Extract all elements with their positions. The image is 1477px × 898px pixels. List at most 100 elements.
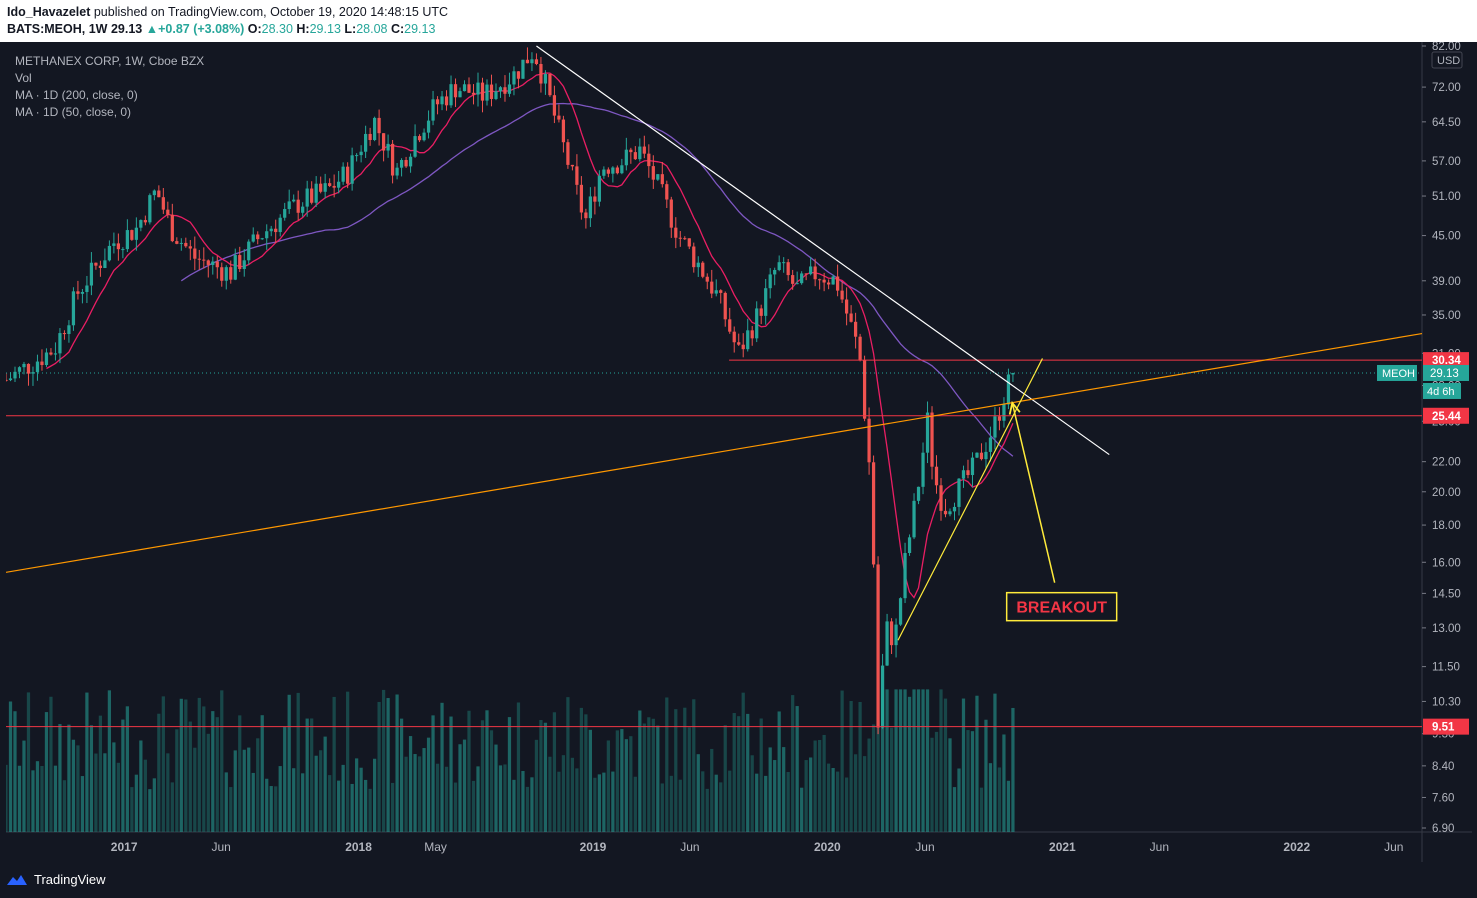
- volume-bar: [76, 745, 80, 832]
- candle-body: [332, 185, 336, 188]
- volume-bar: [485, 710, 489, 832]
- candle-body: [737, 342, 741, 345]
- volume-bar: [543, 722, 548, 832]
- volume-bar: [274, 786, 278, 832]
- candle-body: [422, 132, 426, 141]
- candle-body: [876, 564, 880, 728]
- author-name[interactable]: Ido_Havazelet: [7, 5, 91, 19]
- candle-body: [984, 451, 988, 460]
- candle-body: [188, 246, 192, 249]
- volume-bar: [827, 763, 831, 832]
- candle-body: [215, 261, 219, 268]
- volume-bar: [777, 711, 781, 832]
- volume-bar: [665, 697, 669, 832]
- candle-body: [161, 197, 165, 210]
- candle-body: [471, 92, 476, 95]
- candle-body: [530, 59, 534, 64]
- candle-body: [764, 288, 768, 316]
- candle-body: [359, 151, 363, 156]
- candle-body: [413, 136, 417, 157]
- candle-body: [831, 276, 835, 285]
- volume-bar: [364, 779, 368, 832]
- price-tick-label: 7.60: [1432, 792, 1454, 804]
- candle-body: [211, 261, 215, 265]
- ohlc-line: BATS:MEOH, 1W 29.13 ▲+0.87 (+3.08%) O:28…: [7, 22, 435, 36]
- candle-body: [197, 258, 201, 260]
- volume-bar: [836, 771, 840, 832]
- candle-body: [444, 96, 449, 106]
- candle-body: [993, 416, 997, 438]
- candle-body: [287, 201, 291, 210]
- volume-bar: [381, 689, 386, 832]
- price-tick-label: 10.30: [1432, 696, 1461, 708]
- volume-bar: [548, 756, 552, 832]
- volume-bar: [669, 775, 673, 832]
- legend-title: METHANEX CORP, 1W, Cboe BZX: [15, 54, 205, 68]
- volume-bar: [350, 783, 354, 832]
- candle-body: [525, 59, 530, 64]
- candle-body: [26, 363, 31, 374]
- volume-bar: [611, 771, 615, 832]
- candle-body: [265, 231, 269, 239]
- volume-bar: [988, 763, 993, 832]
- candle-body: [17, 367, 22, 372]
- volume-bar: [728, 770, 732, 832]
- candle-body: [476, 82, 480, 95]
- price-tick-label: 39.00: [1432, 276, 1461, 288]
- volume-bar: [656, 725, 660, 832]
- volume-bar: [112, 742, 116, 832]
- volume-bar: [386, 698, 390, 832]
- candle-body: [786, 262, 790, 276]
- price-tick-label: 6.90: [1432, 823, 1454, 835]
- candle-body: [247, 241, 251, 261]
- footer-brand[interactable]: TradingView: [34, 872, 106, 887]
- volume-bar: [934, 731, 939, 832]
- candle-body: [822, 279, 826, 283]
- published-text: published on TradingView.com, October 19…: [93, 5, 449, 19]
- candle-body: [193, 248, 197, 259]
- volume-bar: [13, 711, 17, 832]
- breakout-label: BREAKOUT: [1016, 600, 1107, 617]
- volume-bar: [885, 689, 889, 832]
- candle-body: [175, 241, 179, 244]
- volume-bar: [94, 753, 98, 832]
- candle-body: [988, 437, 993, 452]
- volume-bar: [229, 787, 233, 832]
- volume-bar: [251, 772, 255, 832]
- candle-body: [741, 344, 745, 350]
- volume-bar: [683, 707, 687, 832]
- volume-bar: [476, 766, 480, 832]
- candle-body: [624, 149, 628, 166]
- candle-body: [782, 262, 786, 264]
- volume-bar: [719, 782, 723, 832]
- price-tick-label: 51.00: [1432, 191, 1461, 203]
- volume-bar: [746, 713, 750, 832]
- volume-bar: [853, 754, 858, 832]
- volume-bar: [674, 709, 678, 832]
- last-price-label: 29.13: [1430, 368, 1459, 380]
- chart-frame[interactable]: 6.90 7.60 8.40 9.30 10.30 11.50 13.00 14.50 16.0…: [6, 42, 1472, 862]
- candle-body: [723, 292, 727, 320]
- price-chart[interactable]: 6.907.608.409.3010.3011.5013.0014.5016.0…: [6, 42, 1472, 862]
- volume-bar: [301, 773, 305, 832]
- volume-bar: [804, 760, 808, 832]
- candle-body: [588, 196, 592, 219]
- legend-volume: Vol: [15, 71, 32, 85]
- time-tick-label: May: [424, 840, 447, 854]
- candle-body: [458, 91, 462, 98]
- candle-body: [260, 238, 264, 240]
- countdown-badge: [1423, 382, 1461, 399]
- price-tick-label: 82.00: [1432, 42, 1461, 53]
- volume-bar: [723, 725, 727, 832]
- volume-bar: [602, 772, 606, 832]
- candle-body: [836, 276, 840, 291]
- candle-body: [925, 412, 930, 453]
- volume-bar: [903, 689, 907, 832]
- volume-bar: [62, 780, 67, 832]
- volume-bar: [440, 702, 444, 832]
- candle-body: [885, 621, 889, 666]
- volume-bar: [880, 689, 885, 832]
- volume-bar: [184, 699, 188, 832]
- candle-body: [94, 262, 98, 266]
- candle-body: [732, 331, 736, 343]
